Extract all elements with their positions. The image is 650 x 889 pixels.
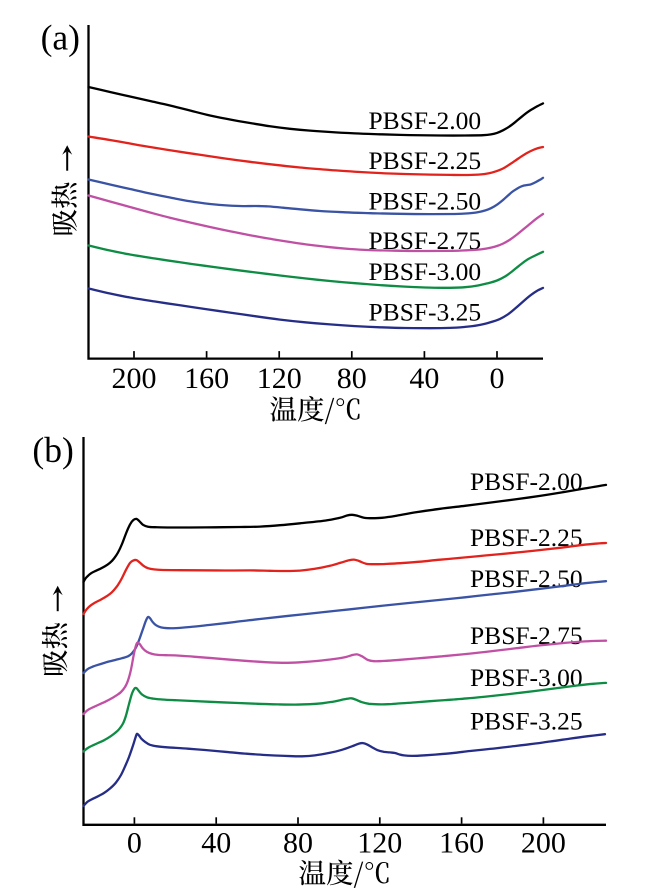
svg-text:PBSF-3.00: PBSF-3.00 <box>369 257 482 286</box>
svg-text:PBSF-2.00: PBSF-2.00 <box>369 106 482 135</box>
svg-text:PBSF-2.75: PBSF-2.75 <box>470 621 583 650</box>
svg-text:80: 80 <box>283 827 313 860</box>
svg-text:PBSF-2.25: PBSF-2.25 <box>369 146 482 175</box>
svg-text:40: 40 <box>409 362 439 395</box>
svg-text:0: 0 <box>127 827 142 860</box>
svg-text:120: 120 <box>257 362 302 395</box>
svg-text:PBSF-3.25: PBSF-3.25 <box>470 707 583 736</box>
svg-text:200: 200 <box>521 827 566 860</box>
svg-text:160: 160 <box>184 362 229 395</box>
svg-text:160: 160 <box>439 827 484 860</box>
svg-text:(b): (b) <box>32 430 73 470</box>
svg-text:0: 0 <box>490 362 505 395</box>
svg-text:(a): (a) <box>41 18 80 58</box>
svg-text:200: 200 <box>112 362 157 395</box>
svg-text:40: 40 <box>201 827 231 860</box>
svg-text:80: 80 <box>337 362 367 395</box>
svg-text:120: 120 <box>357 827 402 860</box>
svg-text:PBSF-2.50: PBSF-2.50 <box>369 187 482 216</box>
svg-text:PBSF-2.50: PBSF-2.50 <box>470 564 583 593</box>
svg-text:PBSF-3.25: PBSF-3.25 <box>369 298 482 327</box>
